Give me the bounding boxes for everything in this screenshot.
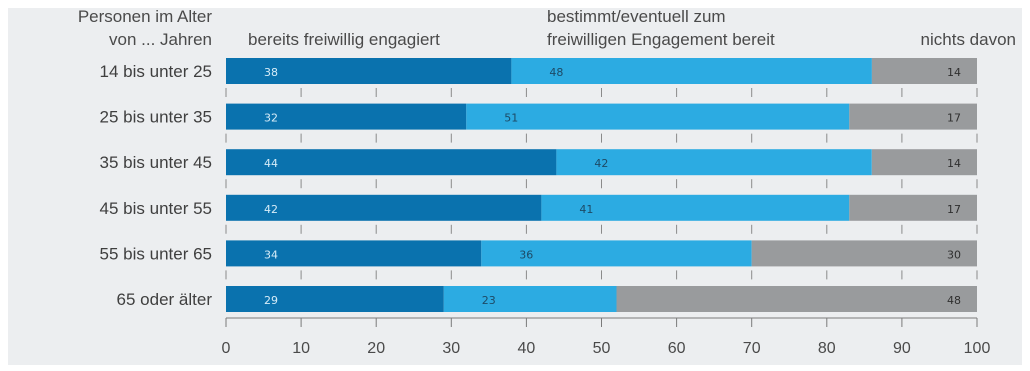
data-label: 41 — [579, 203, 593, 216]
data-label: 36 — [519, 248, 533, 261]
bar-segment — [226, 194, 542, 221]
data-label: 42 — [594, 157, 608, 170]
data-label: 14 — [947, 66, 961, 79]
x-axis: 0 10 20 30 40 50 60 70 80 90 100 — [222, 317, 991, 357]
category-label: 45 bis unter 55 — [100, 199, 212, 218]
bar-segment — [226, 149, 557, 176]
x-tick-label: 70 — [743, 340, 761, 357]
x-tick-label: 50 — [593, 340, 611, 357]
series-header-ready-line-2: freiwilligen Engagement bereit — [547, 30, 775, 49]
bar-segment — [226, 103, 467, 130]
series-header-none: nichts davon — [921, 30, 1016, 49]
category-label: 14 bis unter 25 — [100, 62, 212, 81]
bar-segment — [541, 194, 850, 221]
category-label: 55 bis unter 65 — [100, 244, 212, 263]
data-label: 34 — [264, 248, 278, 261]
x-tick-label: 10 — [292, 340, 310, 357]
category-label: 65 oder älter — [117, 290, 213, 309]
bar-segment — [466, 103, 850, 130]
series-header-engaged: bereits freiwillig engagiert — [248, 30, 440, 49]
bar-segment — [443, 286, 617, 312]
data-label: 48 — [549, 66, 563, 79]
x-tick-label: 80 — [818, 340, 836, 357]
data-label: 17 — [947, 203, 961, 216]
x-tick-label: 0 — [222, 340, 231, 357]
data-label: 17 — [947, 112, 961, 125]
x-tick-label: 40 — [518, 340, 536, 357]
row-header-line-2: von ... Jahren — [109, 30, 212, 49]
series-header-ready-line-1: bestimmt/eventuell zum — [547, 7, 726, 26]
data-label: 44 — [264, 157, 278, 170]
category-label: 25 bis unter 35 — [100, 108, 212, 127]
bar-segment — [226, 58, 512, 84]
x-tick-label: 60 — [668, 340, 686, 357]
data-label: 51 — [504, 112, 518, 125]
bar-segment — [849, 103, 977, 130]
x-tick-label: 100 — [964, 340, 991, 357]
bars-layer: 14 bis unter 25 38 48 14 25 bis unter 35 32 51… — [100, 58, 978, 312]
data-label: 38 — [264, 66, 278, 79]
bar-segment — [849, 194, 977, 221]
data-label: 42 — [264, 203, 278, 216]
bar-segment — [751, 240, 977, 267]
row-header-line-1: Personen im Alter — [78, 7, 213, 26]
bar-segment — [556, 149, 872, 176]
data-label: 29 — [264, 294, 278, 307]
bar-segment — [871, 149, 977, 176]
category-label: 35 bis unter 45 — [100, 153, 212, 172]
data-label: 30 — [947, 248, 961, 261]
bar-segment — [226, 286, 444, 312]
bar-segment — [871, 58, 977, 84]
bar-segment — [481, 240, 752, 267]
x-tick-label: 90 — [893, 340, 911, 357]
bar-segment — [226, 240, 482, 267]
bar-segment — [511, 58, 872, 84]
x-tick-label: 20 — [367, 340, 385, 357]
data-label: 48 — [947, 294, 961, 307]
data-label: 23 — [482, 294, 496, 307]
bar-segment — [616, 286, 977, 312]
data-label: 32 — [264, 112, 278, 125]
x-tick-label: 30 — [442, 340, 460, 357]
data-label: 14 — [947, 157, 961, 170]
